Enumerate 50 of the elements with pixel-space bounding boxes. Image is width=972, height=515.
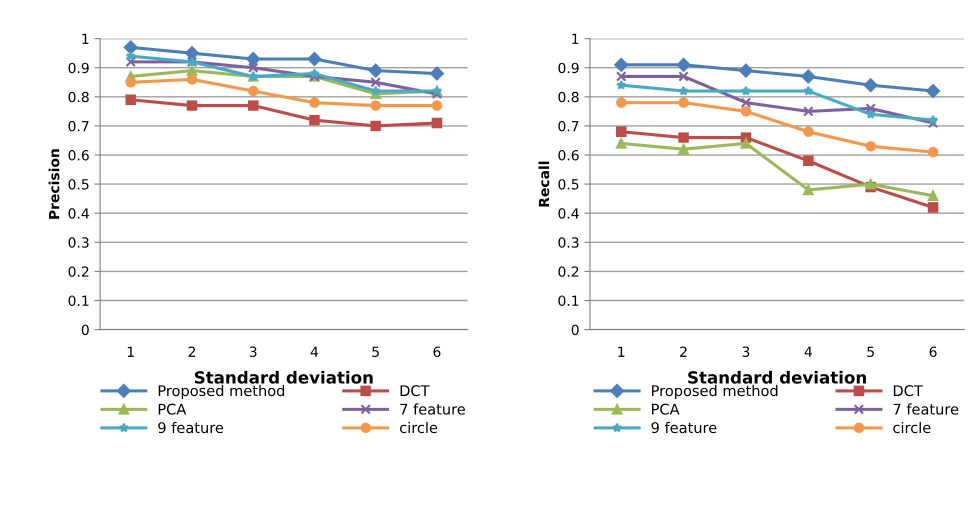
x-tick-label: 6 <box>930 346 937 358</box>
y-tick-label: 0 <box>572 324 579 336</box>
y-tick-label: 0.9 <box>68 62 89 74</box>
y-tick-label: 0.1 <box>68 295 88 306</box>
x-tick-label: 5 <box>372 346 379 358</box>
y-tick-label: 0.3 <box>68 237 89 248</box>
x-tick-label: 5 <box>867 346 874 358</box>
x-tick-label: 2 <box>188 346 195 357</box>
legend-label: DCT <box>894 385 923 396</box>
legend-label: 9 feature <box>652 422 716 434</box>
y-tick-label: 0.4 <box>68 208 89 219</box>
x-axis-title: Standard deviation <box>194 370 373 384</box>
legend-label: 7 feature <box>400 403 465 415</box>
legend-label: PCA <box>652 404 680 415</box>
legend-label: circle <box>400 422 438 434</box>
y-tick-label: 0.5 <box>558 179 578 190</box>
x-tick-label: 3 <box>742 346 750 358</box>
legend-label: DCT <box>400 385 430 396</box>
y-tick-label: 0.6 <box>68 150 89 160</box>
y-tick-label: 0.8 <box>68 92 89 102</box>
y-tick-label: 0.8 <box>558 92 579 102</box>
legend-label: 7 feature <box>894 403 958 415</box>
y-tick-label: 0.5 <box>68 179 88 190</box>
y-tick-label: 0.9 <box>558 62 579 74</box>
y-tick-label: 0.4 <box>558 208 579 219</box>
x-axis-title: Standard deviation <box>688 370 866 384</box>
y-tick-label: 0.7 <box>68 120 89 132</box>
x-tick-label: 1 <box>128 346 134 357</box>
legend-label: PCA <box>158 404 186 415</box>
legend-label: Proposed method <box>652 384 778 400</box>
y-tick-label: 0.3 <box>558 237 578 248</box>
y-tick-label: 0.6 <box>558 150 579 160</box>
y-tick-label: 1 <box>82 34 88 44</box>
legend-label: 9 feature <box>158 422 224 434</box>
y-tick-label: 1 <box>572 34 578 44</box>
x-tick-label: 3 <box>250 346 257 358</box>
y-axis-title: Recall <box>538 162 550 206</box>
y-tick-label: 0.2 <box>558 266 578 277</box>
y-tick-label: 0.1 <box>558 295 578 306</box>
x-tick-label: 4 <box>804 346 812 357</box>
x-tick-label: 2 <box>680 346 687 357</box>
y-tick-label: 0.2 <box>68 266 88 277</box>
legend-label: circle <box>893 422 930 434</box>
x-tick-label: 1 <box>618 346 624 357</box>
y-tick-label: 0 <box>82 324 89 336</box>
x-tick-label: 4 <box>310 346 318 357</box>
legend-label: Proposed method <box>158 384 284 400</box>
x-tick-label: 6 <box>433 346 440 358</box>
y-axis-title: Precision <box>48 149 60 219</box>
y-tick-label: 0.7 <box>558 120 578 132</box>
